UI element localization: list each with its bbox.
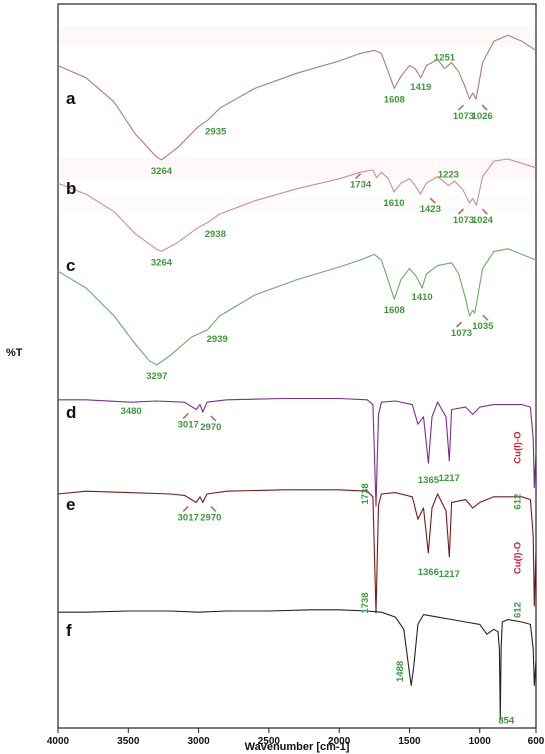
annotation-arrow <box>481 208 488 215</box>
peak-label: 1419 <box>410 82 431 93</box>
peak-label: 1608 <box>384 94 405 105</box>
cu-o-label: Cu(I)-O <box>512 432 523 464</box>
annotation-arrow <box>210 415 217 422</box>
cu-o-label: Cu(I)-O <box>512 542 523 574</box>
peak-label: 1073 <box>453 215 474 226</box>
peak-label: 1738 <box>360 592 371 613</box>
series-a-line <box>57 34 537 161</box>
annotation-arrow <box>457 104 465 111</box>
x-tick-label: 3000 <box>187 736 210 747</box>
peak-label: 3264 <box>151 257 173 268</box>
series-f-line <box>58 609 537 721</box>
annotation-arrow <box>429 197 436 204</box>
peak-label: 1035 <box>472 321 494 332</box>
peak-label: 1610 <box>383 198 404 209</box>
pink-band-1 <box>58 158 536 180</box>
panel-letter-d: d <box>66 403 76 422</box>
peak-label: 2935 <box>205 126 227 137</box>
series-b-line <box>57 158 537 252</box>
annotation-arrow <box>455 321 463 328</box>
annotation-arrow <box>482 314 489 321</box>
annotation-arrow <box>355 173 362 180</box>
peak-label: 1365 <box>418 475 440 486</box>
panel-letter-e: e <box>66 495 75 514</box>
peak-label: 1410 <box>412 292 433 303</box>
peak-label: 3017 <box>178 420 199 431</box>
peak-label: 1217 <box>439 569 460 580</box>
peak-label: 1423 <box>420 204 441 215</box>
annotation-arrow <box>457 208 465 215</box>
series-layer <box>57 34 537 721</box>
x-axis-title: Wavenumber [cm-1] <box>245 741 350 753</box>
peak-label: 1223 <box>438 169 459 180</box>
plot-frame <box>57 3 537 729</box>
panel-letter-a: a <box>66 89 76 108</box>
peak-label: 2939 <box>207 334 228 345</box>
peak-label: 3480 <box>121 406 142 417</box>
peak-label: 1738 <box>360 483 371 504</box>
x-tick-label: 4000 <box>47 736 70 747</box>
pink-band-2 <box>58 198 536 214</box>
y-axis-title: %T <box>6 347 23 359</box>
peak-label: 1217 <box>439 473 460 484</box>
annotation-arrow <box>182 412 189 420</box>
x-axis: 4000 3500 3000 2500 2000 1500 1000 600 <box>47 728 545 747</box>
peak-label: 2970 <box>200 512 221 523</box>
series-c-line <box>57 248 537 366</box>
panel-letter-layer: a b c d e f <box>66 89 76 640</box>
panel-letter-f: f <box>66 621 72 640</box>
peak-label: 1073 <box>453 111 474 122</box>
x-tick-label: 1000 <box>469 736 492 747</box>
peak-label: 612 <box>512 494 523 510</box>
peak-label: 2938 <box>205 229 226 240</box>
peak-label: 612 <box>512 602 523 618</box>
annotation-arrow <box>182 505 189 512</box>
peak-label: 1073 <box>451 328 472 339</box>
peak-label: 1488 <box>395 661 406 682</box>
peak-label: 2970 <box>200 422 221 433</box>
series-d-line <box>58 397 537 507</box>
x-tick-label: 600 <box>528 736 545 747</box>
peak-label: 3264 <box>151 166 173 177</box>
peak-label: 1024 <box>472 215 494 226</box>
peak-label: 1734 <box>350 180 372 191</box>
x-tick-label: 2500 <box>258 736 281 747</box>
pink-background-bands <box>58 26 536 214</box>
pink-band-0 <box>58 26 536 46</box>
peak-label: 3297 <box>146 371 167 382</box>
panel-letter-b: b <box>66 179 76 198</box>
peak-label: 854 <box>498 716 515 727</box>
peak-label: 1608 <box>384 305 405 316</box>
annotation-arrow <box>210 505 217 512</box>
series-e-line <box>57 489 537 614</box>
annotation-layer: 3264293516081419125110731026326429381734… <box>121 53 524 727</box>
peak-label: 3017 <box>178 512 199 523</box>
annotation-arrow <box>481 104 488 111</box>
x-tick-label: 2000 <box>328 736 351 747</box>
peak-label: 1026 <box>472 111 493 122</box>
panel-letter-c: c <box>66 256 75 275</box>
peak-label: 1251 <box>434 53 456 64</box>
peak-label: 1366 <box>418 567 439 578</box>
x-tick-label: 3500 <box>117 736 140 747</box>
x-tick-label: 1500 <box>398 736 421 747</box>
